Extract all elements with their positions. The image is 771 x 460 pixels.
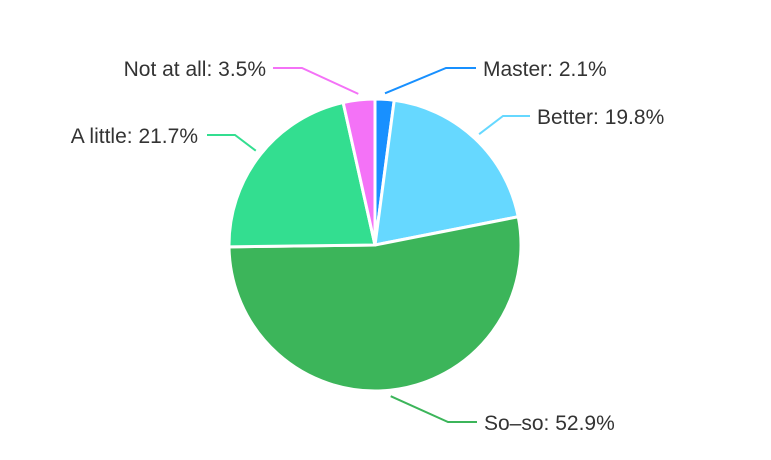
- leaders-layer: [207, 67, 530, 423]
- leader-line-better: [478, 115, 530, 135]
- pie-slice-better[interactable]: [373, 98, 520, 247]
- slice-label-so-so: So–so: 52.9%: [484, 412, 615, 435]
- pie-slice-so-so[interactable]: [227, 215, 523, 393]
- leader-line-so-so: [390, 395, 477, 423]
- slice-label-not-at-all: Not at all: 3.5%: [124, 58, 266, 81]
- pie-slice-a-little[interactable]: [227, 101, 377, 249]
- slice-label-master: Master: 2.1%: [483, 58, 607, 81]
- leader-line-master: [384, 67, 476, 95]
- labels-layer: Master: 2.1% Better: 19.8% So–so: 52.9% A l…: [71, 58, 665, 435]
- slice-label-better: Better: 19.8%: [537, 106, 664, 129]
- slice-label-a-little: A little: 21.7%: [71, 125, 198, 148]
- leader-line-not-at-all: [273, 67, 359, 95]
- pie-slice-not-at-all[interactable]: [341, 97, 377, 247]
- slices-layer: [227, 97, 523, 393]
- leader-line-a-little: [207, 134, 257, 152]
